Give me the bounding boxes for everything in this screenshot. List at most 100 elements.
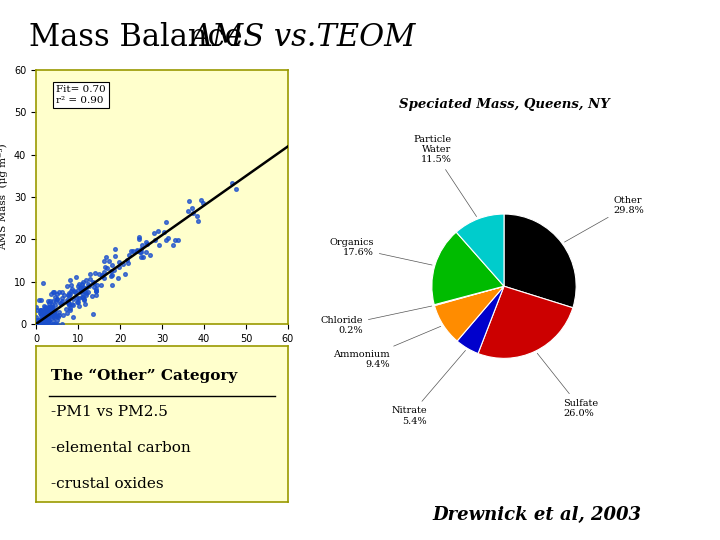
Point: [77, 293, 89, 301]
Point: [62, 309, 73, 318]
Point: [39, 310, 50, 319]
Point: [48, 288, 59, 296]
Point: [135, 253, 147, 262]
Point: [43, 309, 55, 318]
Point: [51, 294, 63, 303]
Point: [58, 291, 70, 300]
Point: [36, 320, 48, 328]
Point: [40, 311, 51, 320]
Point: [137, 252, 148, 261]
Point: [33, 316, 45, 325]
Point: [56, 296, 68, 305]
Point: [73, 298, 84, 307]
Point: [40, 305, 52, 314]
Point: [63, 292, 75, 300]
Y-axis label: AMS Mass  (μg m⁻³): AMS Mass (μg m⁻³): [0, 144, 9, 251]
Text: Sulfate
26.0%: Sulfate 26.0%: [537, 353, 598, 418]
Point: [140, 248, 152, 256]
Point: [44, 309, 55, 318]
Point: [40, 315, 52, 324]
Text: Chloride
0.2%: Chloride 0.2%: [320, 306, 432, 335]
Point: [45, 289, 57, 298]
Text: Other
29.8%: Other 29.8%: [564, 196, 644, 242]
Point: [56, 320, 68, 328]
Point: [78, 287, 89, 295]
Point: [107, 271, 118, 280]
Point: [32, 319, 44, 327]
Point: [83, 280, 94, 288]
Point: [39, 313, 50, 321]
Point: [76, 280, 88, 289]
Point: [61, 295, 73, 304]
Point: [73, 282, 84, 291]
Point: [53, 287, 65, 296]
Point: [184, 197, 195, 205]
Point: [152, 227, 163, 236]
Point: [37, 320, 49, 328]
Point: [105, 267, 117, 275]
Point: [85, 270, 96, 279]
Point: [135, 247, 146, 256]
Point: [34, 314, 45, 323]
Point: [78, 295, 90, 304]
Point: [38, 320, 50, 328]
Point: [46, 301, 58, 309]
Text: AMS vs.TEOM: AMS vs.TEOM: [191, 22, 416, 52]
Text: Organics
17.6%: Organics 17.6%: [329, 238, 432, 265]
X-axis label: TEOM Mass  (μg m⁻³): TEOM Mass (μg m⁻³): [104, 349, 220, 359]
Point: [107, 261, 118, 269]
Point: [48, 287, 60, 296]
Point: [140, 238, 152, 247]
Point: [35, 310, 47, 319]
Point: [64, 276, 76, 285]
Point: [74, 284, 86, 293]
Point: [77, 282, 89, 291]
Point: [32, 320, 43, 328]
Point: [48, 309, 59, 318]
Point: [79, 300, 91, 309]
Wedge shape: [504, 214, 576, 308]
Point: [122, 259, 134, 268]
Point: [141, 239, 153, 248]
Point: [62, 291, 73, 300]
Point: [48, 313, 60, 322]
Text: -elemental carbon: -elemental carbon: [51, 441, 191, 455]
Text: Mass Balance: Mass Balance: [29, 22, 262, 52]
Wedge shape: [434, 286, 504, 341]
Point: [49, 293, 60, 302]
Point: [195, 196, 207, 205]
Point: [55, 299, 66, 308]
Point: [62, 298, 73, 306]
Point: [35, 309, 46, 318]
Point: [95, 280, 107, 289]
Point: [42, 313, 53, 321]
Point: [87, 310, 99, 319]
Point: [131, 246, 143, 254]
Text: -crustal oxides: -crustal oxides: [51, 477, 163, 491]
Point: [109, 252, 120, 261]
Point: [66, 281, 77, 289]
Point: [113, 258, 125, 267]
Point: [100, 253, 112, 261]
Point: [135, 248, 146, 256]
Point: [94, 269, 105, 278]
Point: [91, 281, 102, 289]
Point: [30, 313, 42, 322]
Wedge shape: [457, 286, 504, 354]
Point: [32, 320, 43, 328]
Point: [105, 272, 117, 280]
Point: [187, 208, 199, 217]
Point: [91, 287, 102, 295]
Point: [84, 281, 95, 290]
Point: [40, 307, 51, 315]
Point: [76, 286, 88, 295]
Point: [37, 279, 49, 288]
Point: [89, 269, 101, 278]
Point: [64, 290, 76, 299]
Text: The “Other” Category: The “Other” Category: [51, 369, 238, 383]
Point: [40, 303, 51, 312]
Point: [45, 306, 56, 314]
Point: [40, 320, 51, 328]
Point: [32, 306, 43, 315]
Point: [53, 310, 65, 319]
